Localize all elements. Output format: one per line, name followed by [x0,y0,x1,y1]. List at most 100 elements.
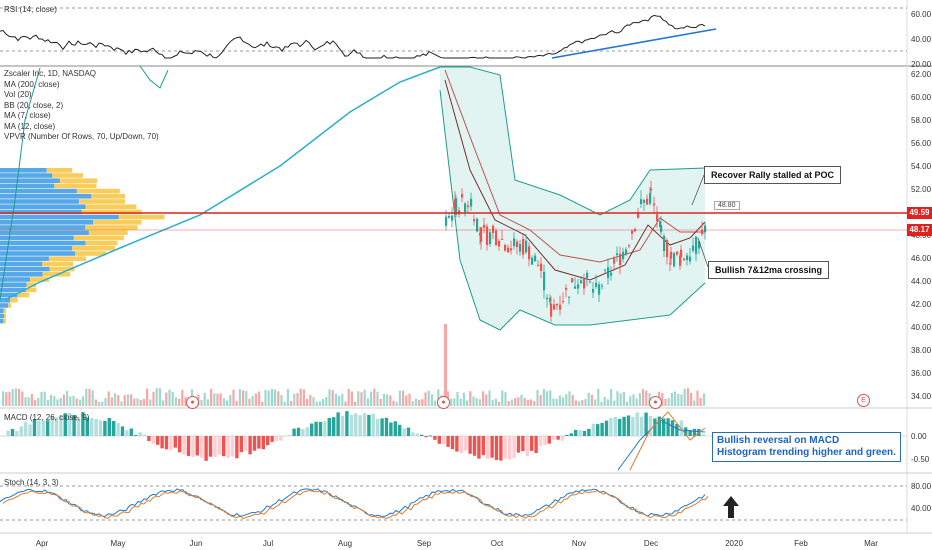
volume-profile-down-bar [81,209,142,215]
volume-profile-up-bar [0,194,92,199]
price-tick: 34.00 [911,392,932,401]
legend-item[interactable]: MA (200, close) [4,79,60,89]
event-icon[interactable]: ● [437,396,450,409]
volume-bar [251,396,254,406]
volume-bar [638,393,641,406]
poc-price-tag: 48.17 [907,224,932,236]
volume-bar [389,395,392,406]
macd-histogram-bar [525,436,529,457]
volume-bar [178,398,181,406]
macd-histogram-bar [631,417,635,436]
event-icon[interactable]: ● [649,396,662,409]
legend-item[interactable]: MA (7, close) [4,111,51,120]
legend-item[interactable]: VPVR (Number Of Rows, 70, Up/Down, 70) [4,132,159,141]
macd-histogram-bar [626,415,631,436]
macd-histogram-bar [552,436,556,440]
legend-item[interactable]: Zscaler Inc, 1D, NASDAQ [4,69,97,78]
candle-body [676,251,679,255]
volume-bar [366,398,369,406]
candle-body [495,230,498,246]
volume-bar [661,393,664,406]
volume-bar [338,396,341,406]
macd-histogram-bar [560,436,565,441]
candle-body [670,251,673,259]
volume-profile-down-bar [78,199,126,204]
macd-histogram-bar [450,436,455,450]
macd-histogram-bar [446,436,450,447]
macd-histogram-bar [142,434,147,436]
volume-bar [539,394,542,406]
ma200-line [4,66,441,301]
x-axis-tick: 2020 [725,539,743,548]
candle-body [519,244,522,252]
volume-bar [386,394,389,406]
volume-bar [59,397,62,406]
macd-histogram-bar [19,426,23,436]
candle-body [586,272,589,279]
macd-histogram-bar [94,418,98,436]
volume-profile-down-bar [59,178,98,183]
volume-bar [322,399,325,406]
volume-profile-up-bar [0,313,4,319]
volume-profile-up-bar [0,298,11,303]
macd-histogram-bar [538,436,543,447]
x-axis-tick: Feb [794,539,808,548]
macd-histogram-bar [10,429,15,436]
volume-profile-down-bar [76,188,120,194]
volume-profile-up-bar [0,225,86,230]
volume-bar [667,398,670,406]
macd-histogram-bar [604,420,609,436]
macd-histogram-bar [112,421,116,436]
volume-bar [472,396,475,406]
volume-bar [450,398,453,406]
legend-item[interactable]: Vol (20) [4,90,32,99]
volume-bar [507,401,510,406]
macd-histogram-bar [103,420,107,436]
macd-histogram-bar [389,422,393,436]
volume-bar [168,389,171,406]
macd-histogram-bar [2,435,6,437]
macd-histogram-bar [455,436,459,452]
volume-bar [581,400,584,406]
volume-bar [341,393,344,406]
candle-body [610,272,613,276]
volume-bar [123,395,126,406]
price-tick: 36.00 [911,369,932,378]
volume-bar [536,390,539,406]
volume-bar [699,397,702,406]
macd-histogram-bar [107,417,111,436]
bullish-ma-callout: Bullish 7&12ma crossing [708,261,830,279]
macd-histogram-bar [411,432,415,436]
volume-bar [104,397,107,406]
volume-bar [94,399,97,406]
volume-bar [267,390,270,406]
rsi-tick: 40.00 [911,35,932,44]
event-icon[interactable]: ● [186,396,199,409]
candle-body [556,303,559,306]
volume-bar [610,389,613,406]
legend-item[interactable]: MA (12, close) [4,121,56,131]
candle-body [513,238,516,247]
macd-histogram-bar [648,415,653,436]
macd-histogram-bar [622,416,626,436]
volume-bar [686,388,689,406]
volume-profile-down-bar [17,292,30,298]
candle-body [683,258,686,260]
candle-body [559,304,562,310]
volume-bar [235,401,238,406]
volume-bar [626,401,629,406]
price-tick: 58.00 [911,116,932,125]
macd-histogram-bar [582,430,587,436]
candle-body [498,240,501,247]
macd-histogram-bar [288,434,292,436]
macd-histogram-bar [76,416,81,436]
left-indicator-line [0,67,41,301]
macd-histogram-bar [116,423,120,436]
candle-body [631,230,634,234]
volume-bar [206,399,209,406]
volume-profile-up-bar [0,246,73,251]
earnings-event-icon[interactable]: E [857,394,870,407]
candle-body [507,247,510,253]
legend-item[interactable]: BB (20, close, 2) [4,100,64,110]
